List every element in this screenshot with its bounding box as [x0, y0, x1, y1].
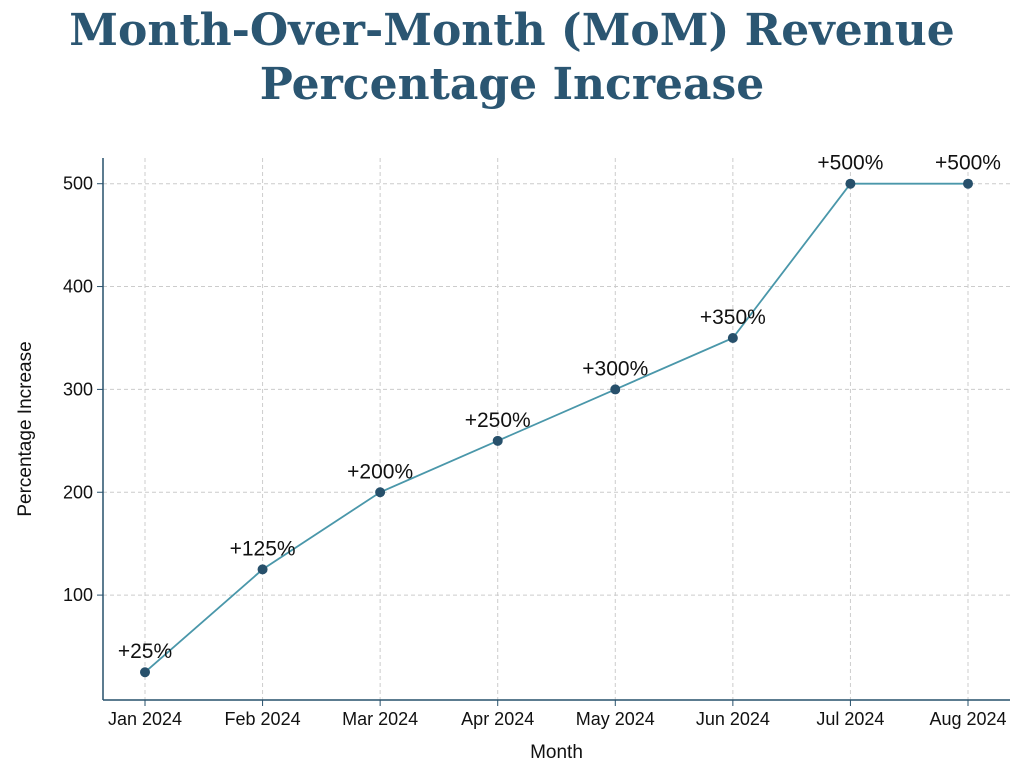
- x-tick-label: Jul 2024: [816, 709, 884, 729]
- data-label: +300%: [582, 357, 648, 380]
- grid-layer: [97, 158, 1010, 706]
- x-tick-label: Feb 2024: [225, 709, 301, 729]
- data-labels: +25% +125% +200% +250% +300% +350% +500% +500%: [118, 152, 1001, 664]
- data-point: [140, 667, 150, 678]
- y-tick-label: 300: [63, 379, 93, 399]
- series-layer: [140, 178, 973, 678]
- x-tick-label: Aug 2024: [929, 709, 1006, 729]
- series-line: [144, 182, 968, 673]
- y-tick-label: 500: [63, 174, 93, 194]
- y-tick-label: 400: [63, 277, 93, 297]
- data-label: +350%: [700, 306, 766, 329]
- x-tick-label: Mar 2024: [342, 709, 418, 729]
- data-point: [963, 178, 973, 189]
- y-tick-labels: 100 200 300 400 500: [63, 174, 93, 605]
- data-point: [492, 435, 503, 446]
- data-point: [375, 487, 386, 498]
- data-point: [610, 384, 621, 395]
- y-axis-title: Percentage Increase: [15, 341, 36, 516]
- data-label: +500%: [817, 152, 883, 175]
- y-tick-label: 100: [63, 585, 93, 605]
- data-point: [727, 332, 738, 343]
- data-label: +250%: [465, 409, 531, 432]
- y-tick-label: 200: [63, 482, 93, 502]
- chart-title-line-2: Percentage Increase: [259, 59, 765, 110]
- data-point: [257, 564, 268, 575]
- data-label: +200%: [347, 460, 413, 483]
- x-tick-label: Jan 2024: [108, 709, 182, 729]
- data-label: +25%: [118, 640, 172, 663]
- chart-title-line-1: Month-Over-Month (MoM) Revenue: [69, 5, 955, 56]
- data-label: +500%: [935, 152, 1001, 175]
- data-label: +125%: [230, 537, 296, 560]
- x-tick-label: Jun 2024: [696, 709, 770, 729]
- chart-title: Month-Over-Month (MoM) Revenue Percentag…: [0, 4, 1024, 112]
- x-tick-label: May 2024: [576, 709, 655, 729]
- axis-layer: [102, 158, 1010, 701]
- x-tick-labels: Jan 2024 Feb 2024 Mar 2024 Apr 2024 May 2024…: [108, 709, 1007, 729]
- data-point: [845, 178, 856, 189]
- x-axis-title: Month: [530, 742, 583, 763]
- x-tick-label: Apr 2024: [461, 709, 534, 729]
